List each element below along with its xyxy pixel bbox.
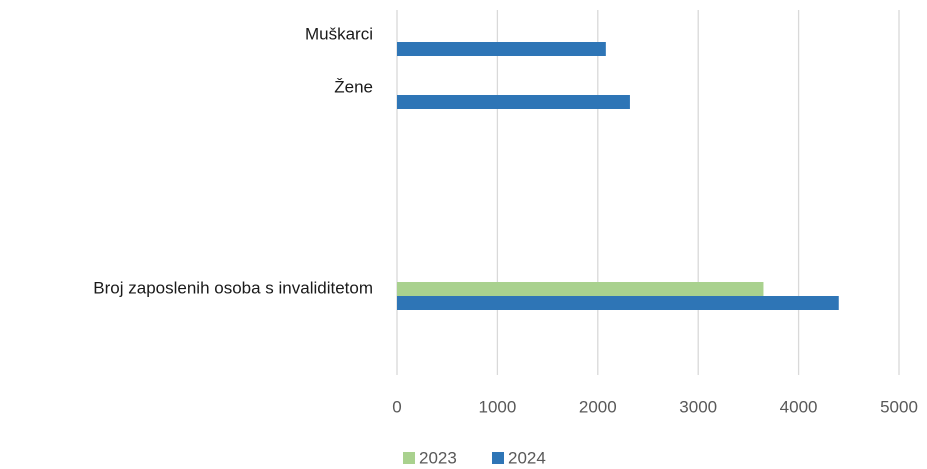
bar bbox=[397, 42, 606, 56]
x-tick-label: 5000 bbox=[880, 397, 918, 416]
x-tick-label: 4000 bbox=[780, 397, 818, 416]
x-tick-label: 2000 bbox=[579, 397, 617, 416]
bar bbox=[397, 296, 839, 310]
x-tick-label: 3000 bbox=[679, 397, 717, 416]
y-tick-label: Muškarci bbox=[305, 24, 373, 43]
bar bbox=[397, 282, 764, 296]
x-tick-label: 0 bbox=[392, 397, 401, 416]
y-tick-label: Broj zaposlenih osoba s invaliditetom bbox=[93, 278, 373, 297]
legend-label: 2023 bbox=[419, 448, 457, 467]
legend-swatch bbox=[492, 452, 504, 464]
legend-label: 2024 bbox=[508, 448, 546, 467]
x-tick-label: 1000 bbox=[478, 397, 516, 416]
y-tick-label: Žene bbox=[334, 77, 373, 96]
legend-swatch bbox=[403, 452, 415, 464]
bar bbox=[397, 95, 630, 109]
